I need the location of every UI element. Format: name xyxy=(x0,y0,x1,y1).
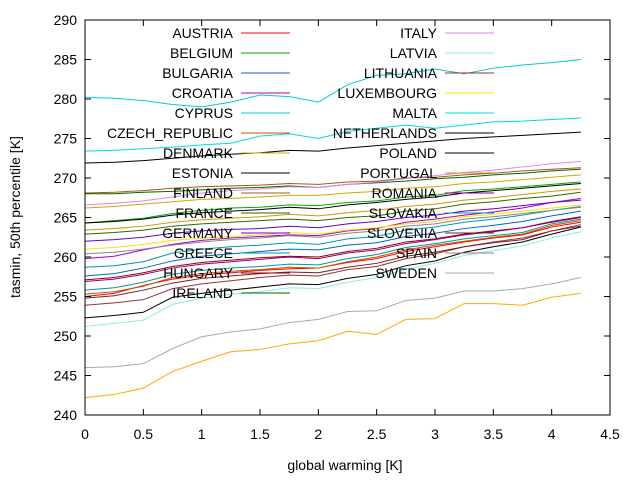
y-tick-label: 285 xyxy=(54,52,78,68)
series-line-germany xyxy=(84,199,581,242)
series-line-italy xyxy=(84,160,581,206)
legend-label-hungary: HUNGARY xyxy=(163,265,233,281)
series-line-denmark xyxy=(84,174,581,209)
legend-label-malta: MALTA xyxy=(392,105,437,121)
legend-label-france: FRANCE xyxy=(175,205,233,221)
series-line-lithuania xyxy=(84,224,581,306)
legend-label-bulgaria: BULGARIA xyxy=(162,65,233,81)
legend: AUSTRIA BELGIUM BULGARIA CROATIA CYPRUS CZECH… xyxy=(107,25,494,301)
legend-label-portugal: PORTUGAL xyxy=(360,165,437,181)
y-tick-label: 270 xyxy=(54,170,78,186)
x-axis-title: global warming [K] xyxy=(287,457,402,473)
series-line-sweden xyxy=(84,277,581,369)
axes: 0 0.5 1 1.5 2 2.5 3 3.5 4 4.5 240 245 250 255 260 265 27… xyxy=(54,12,620,442)
y-tick-label: 275 xyxy=(54,131,78,147)
series-line-portugal xyxy=(84,188,581,231)
legend-label-croatia: CROATIA xyxy=(172,85,234,101)
y-tick-label: 255 xyxy=(54,289,78,305)
series-line-romania xyxy=(84,217,581,282)
x-tick-label: 2 xyxy=(314,426,322,442)
series-line-ireland xyxy=(85,168,581,195)
x-tick-label: 1 xyxy=(198,426,206,442)
legend-label-netherlands: NETHERLANDS xyxy=(333,125,437,141)
series-line-slovakia xyxy=(84,218,581,291)
legend-label-greece: GREECE xyxy=(174,245,233,261)
x-tick-label: 0.5 xyxy=(134,426,154,442)
legend-label-spain: SPAIN xyxy=(396,245,437,261)
legend-label-cyprus: CYPRUS xyxy=(175,105,233,121)
legend-label-poland: POLAND xyxy=(379,145,437,161)
series-line-cyprus xyxy=(84,59,581,108)
legend-label-slovenia: SLOVENIA xyxy=(367,225,438,241)
legend-label-estonia: ESTONIA xyxy=(172,165,234,181)
y-tick-label: 245 xyxy=(54,368,78,384)
series-line-croatia xyxy=(84,198,581,260)
x-tick-label: 2.5 xyxy=(367,426,387,442)
x-tick-label: 4.5 xyxy=(600,426,620,442)
series-line-spain xyxy=(84,206,581,255)
series-line-hungary xyxy=(84,216,581,281)
series-line-estonia xyxy=(84,226,581,319)
legend-label-finland: FINLAND xyxy=(173,185,233,201)
series-line-netherlands xyxy=(84,131,581,164)
series-line-malta xyxy=(84,117,581,152)
y-tick-label: 290 xyxy=(54,12,78,28)
x-tick-label: 3.5 xyxy=(484,426,504,442)
legend-label-denmark: DENMARK xyxy=(163,145,234,161)
y-axis-title: tasmin, 50th percentile [K] xyxy=(7,136,23,298)
legend-label-czech-republic: CZECH_REPUBLIC xyxy=(107,125,233,141)
legend-label-ireland: IRELAND xyxy=(172,285,233,301)
series-line-belgium xyxy=(84,181,581,224)
y-tick-label: 240 xyxy=(54,407,78,423)
legend-label-austria: AUSTRIA xyxy=(172,25,233,41)
y-tick-label: 280 xyxy=(54,91,78,107)
series-line-slovenia xyxy=(84,225,581,299)
series-line-bulgaria xyxy=(84,210,581,277)
series-line-poland xyxy=(84,183,581,224)
legend-label-romania: ROMANIA xyxy=(372,185,438,201)
x-tick-label: 4 xyxy=(548,426,556,442)
y-tick-label: 260 xyxy=(54,249,78,265)
x-tick-label: 0 xyxy=(81,426,89,442)
series-line-luxembourg xyxy=(84,204,581,250)
y-tick-label: 265 xyxy=(54,210,78,226)
legend-label-germany: GERMANY xyxy=(162,225,233,241)
legend-label-belgium: BELGIUM xyxy=(170,45,233,61)
x-tick-label: 3 xyxy=(431,426,439,442)
series-line-unlabeled xyxy=(84,292,581,399)
series-line-france xyxy=(84,191,581,235)
y-tick-label: 250 xyxy=(54,328,78,344)
series-line-finland xyxy=(84,167,581,194)
legend-label-slovakia: SLOVAKIA xyxy=(369,205,438,221)
legend-label-luxembourg: LUXEMBOURG xyxy=(337,85,437,101)
legend-label-lithuania: LITHUANIA xyxy=(364,65,438,81)
legend-label-latvia: LATVIA xyxy=(390,45,438,61)
series-line-latvia xyxy=(84,231,581,328)
series-line-czech-republic xyxy=(84,220,581,295)
legend-label-italy: ITALY xyxy=(400,25,437,41)
series-line-greece xyxy=(84,205,581,268)
legend-label-sweden: SWEDEN xyxy=(376,265,437,281)
series-layer xyxy=(84,59,581,399)
x-tick-label: 1.5 xyxy=(250,426,270,442)
